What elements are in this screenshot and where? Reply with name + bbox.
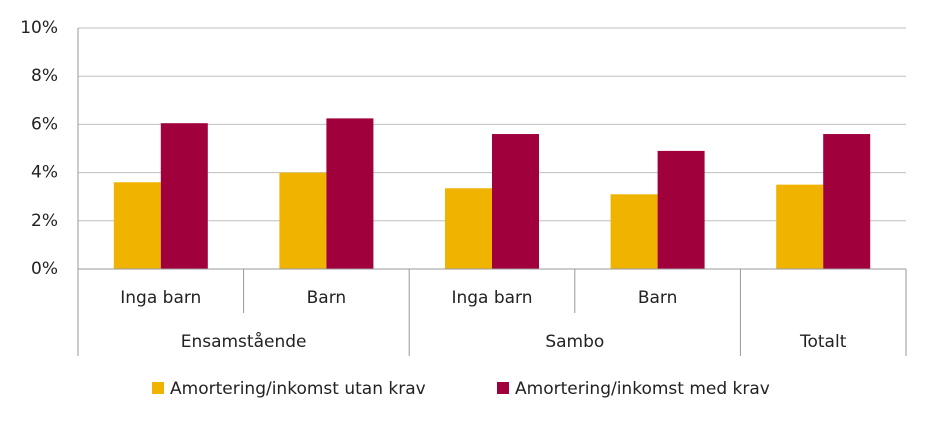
bar xyxy=(445,188,492,269)
bar xyxy=(326,118,374,269)
legend-swatch xyxy=(497,382,509,394)
bar xyxy=(776,184,824,269)
group-label: Sambo xyxy=(545,332,604,352)
x-tick-label: Inga barn xyxy=(120,288,201,308)
legend-label: Amortering/inkomst med krav xyxy=(515,379,770,399)
y-tick-label: 6% xyxy=(31,114,58,134)
x-tick-label: Inga barn xyxy=(451,288,532,308)
bar xyxy=(113,182,161,269)
bar xyxy=(279,172,327,269)
y-tick-label: 2% xyxy=(31,211,58,231)
x-tick-label: Barn xyxy=(638,288,678,308)
y-tick-label: 0% xyxy=(31,259,58,279)
x-tick-label: Barn xyxy=(307,288,347,308)
group-label: Ensamstående xyxy=(181,331,307,352)
legend-label: Amortering/inkomst utan krav xyxy=(170,379,426,399)
legend-swatch xyxy=(152,382,164,394)
y-tick-label: 4% xyxy=(31,163,58,183)
bar xyxy=(823,134,871,269)
y-tick-label: 10% xyxy=(20,18,58,38)
bar xyxy=(160,123,208,269)
bar xyxy=(492,134,539,269)
group-label: Totalt xyxy=(799,332,847,352)
bar xyxy=(610,194,658,269)
bar xyxy=(657,150,705,269)
y-tick-label: 8% xyxy=(31,66,58,86)
